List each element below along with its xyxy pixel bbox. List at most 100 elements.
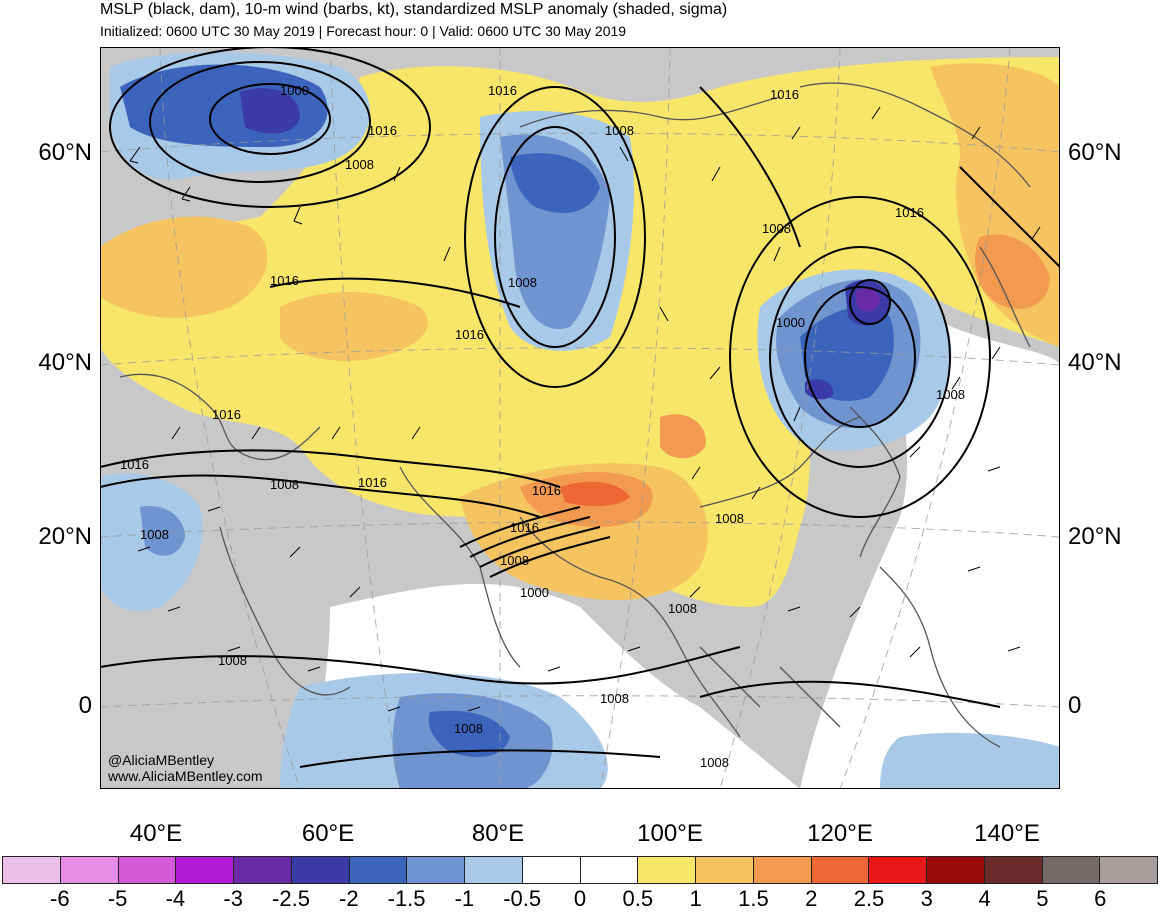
pos-anom-3-center2 — [660, 414, 706, 459]
isobar-label: 1008 — [936, 387, 965, 402]
colorbar-tick-label: -4 — [165, 886, 186, 911]
isobar-label: 1008 — [668, 601, 697, 616]
isobar-label: 1016 — [455, 327, 484, 342]
map-plot: 1000 1016 1008 1016 1016 1008 1016 1008 … — [100, 47, 1060, 789]
isobar-label: 1016 — [358, 475, 387, 490]
colorbar-tick-label: 0.5 — [622, 886, 654, 911]
colorbar-tick-label: 6 — [1094, 886, 1107, 911]
colorbar-swatch — [753, 856, 812, 884]
pos-anom-2-nw — [100, 216, 268, 318]
colorbar-tick-label: 5 — [1036, 886, 1049, 911]
colorbar-swatch — [60, 856, 119, 884]
colorbar-swatch — [349, 856, 408, 884]
colorbar-swatch — [869, 856, 927, 884]
colorbar-tick-label: 4 — [978, 886, 991, 911]
graticule — [100, 47, 1060, 789]
lat-label-left: 0 — [78, 692, 92, 719]
colorbar-swatch — [580, 856, 639, 884]
lat-label-right: 0 — [1068, 692, 1082, 719]
colorbar-tick-label: -3 — [223, 886, 243, 911]
lat-label-left: 20°N — [38, 523, 92, 550]
lat-label-right: 40°N — [1068, 349, 1122, 376]
neg-anom-2-west — [140, 506, 185, 556]
anomaly-colorbar — [2, 856, 1158, 884]
isobar-label: 1008 — [500, 553, 529, 568]
colorbar-tick-label: -1 — [454, 886, 475, 911]
isobar-label: 1016 — [770, 87, 799, 102]
isobar-label: 1016 — [120, 457, 149, 472]
colorbar-swatch — [1042, 856, 1101, 884]
colorbar-swatch — [118, 856, 177, 884]
neg-anom-3-east — [800, 306, 894, 401]
neg-anom-5-east — [855, 288, 880, 312]
lon-label: 140°E — [974, 820, 1040, 847]
colorbar-swatch — [291, 856, 350, 884]
isobar-label: 1008 — [700, 755, 729, 770]
pos-anom-4 — [560, 481, 630, 507]
lat-label-right: 60°N — [1068, 139, 1122, 166]
chart-title: MSLP (black, dam), 10-m wind (barbs, kt)… — [100, 1, 728, 18]
neg-anom-3-south — [428, 710, 510, 757]
colorbar-swatch — [176, 856, 234, 884]
isobar-label: 1000 — [776, 315, 805, 330]
neg-anom-3-central — [510, 153, 600, 213]
isobar-label: 1016 — [488, 83, 517, 98]
lon-label: 120°E — [807, 820, 873, 847]
lon-label: 40°E — [129, 820, 183, 847]
colorbar-swatch — [1100, 856, 1158, 884]
colorbar-swatch — [407, 856, 465, 884]
watermark-url: www.AliciaMBentley.com — [107, 768, 263, 784]
colorbar-tick-label: 1.5 — [738, 886, 769, 911]
coastlines — [119, 82, 1031, 748]
colorbar-tick-label: -6 — [50, 886, 70, 911]
isobars — [100, 47, 1060, 768]
isobar-label: 1016 — [270, 273, 299, 288]
isobar-label: 1000 — [280, 83, 309, 98]
isobar-label: 1008 — [345, 157, 374, 172]
colorbar-tick-label: -2 — [339, 886, 359, 911]
isobar-label: 1008 — [140, 527, 169, 542]
colorbar-swatch — [465, 856, 523, 884]
isobar-label: 1008 — [454, 721, 483, 736]
isobar-label: 1016 — [510, 520, 539, 535]
colorbar-tick-label: 0 — [573, 886, 587, 911]
colorbar-tick-label: -1.5 — [387, 886, 426, 911]
pos-anom-3-ne — [975, 234, 1050, 309]
wind-barbs — [129, 106, 1041, 712]
colorbar-swatch — [2, 856, 61, 884]
colorbar-swatch — [638, 856, 696, 884]
lon-label: 100°E — [637, 820, 703, 847]
colorbar-swatch — [696, 856, 754, 884]
map-frame — [100, 47, 1060, 789]
lon-label: 60°E — [301, 820, 355, 847]
isobar-label: 1016 — [895, 205, 924, 220]
colorbar-tick-label: 2 — [805, 886, 818, 911]
colorbar-swatch — [522, 856, 581, 884]
colorbar-tick-label: 1 — [689, 886, 702, 911]
colorbar-tick-label: -2.5 — [272, 886, 310, 911]
colorbar-tick-label: 3 — [920, 886, 933, 911]
colorbar-swatch — [811, 856, 870, 884]
isobar-label: 1008 — [270, 477, 299, 492]
watermark-handle: @AliciaMBentley — [108, 752, 214, 768]
isobar-label: 1008 — [508, 275, 537, 290]
isobar-label: 1008 — [218, 653, 247, 668]
isobar-label: 1000 — [520, 585, 549, 600]
isobar-label: 1008 — [715, 511, 744, 526]
isobar-label: 1016 — [212, 407, 241, 422]
isobar-label: 1008 — [762, 221, 791, 236]
neg-anom-4-east2 — [805, 379, 834, 400]
neg-anom-1-se — [880, 732, 1060, 789]
colorbar-swatch — [984, 856, 1043, 884]
lat-label-left: 60°N — [38, 139, 92, 166]
isobar-labels: 1000 1016 1008 1016 1016 1008 1016 1008 … — [120, 83, 965, 770]
colorbar-tick-label: 2.5 — [853, 886, 885, 911]
lon-label: 80°E — [471, 820, 525, 847]
colorbar-swatch — [234, 856, 292, 884]
lat-label-left: 40°N — [38, 349, 92, 376]
isobar-label: 1016 — [532, 483, 561, 498]
pos-anom-2-west — [280, 292, 428, 361]
colorbar-tick-label: -5 — [107, 886, 128, 911]
colorbar-tick-label: -0.5 — [503, 886, 542, 911]
isobar-label: 1008 — [605, 123, 634, 138]
